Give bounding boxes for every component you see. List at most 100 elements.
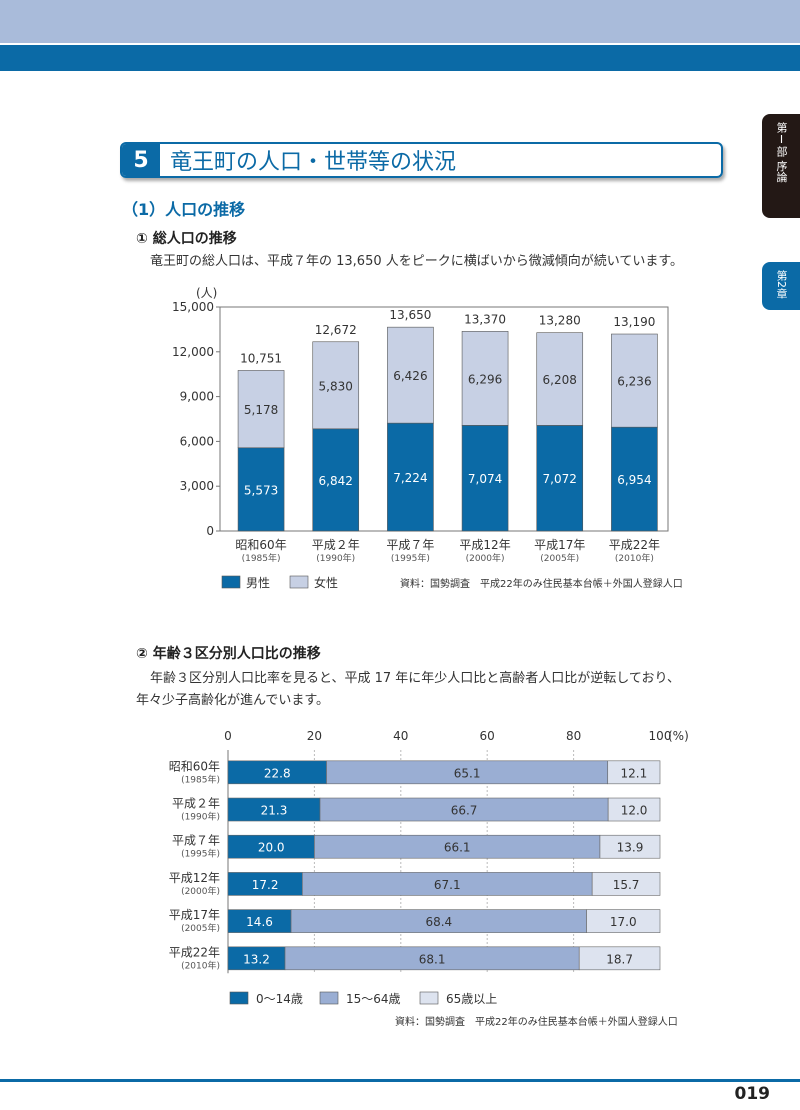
bar-label: 17.0	[610, 915, 637, 929]
page-number: 019	[734, 1084, 771, 1104]
bar-label: 7,074	[468, 472, 502, 486]
x-tick-label: 80	[566, 729, 581, 743]
bar-label: 12.1	[621, 766, 648, 780]
tab-chapter-2[interactable]: 第2章	[762, 262, 800, 310]
legend-swatch	[229, 991, 249, 1005]
x-category-label: 平成17年	[534, 538, 585, 552]
bar-label: 65.1	[454, 766, 481, 780]
y-tick-label: 15,000	[172, 300, 214, 314]
legend-label: 女性	[314, 575, 338, 590]
bar-label: 66.1	[444, 841, 471, 855]
y-tick-label: 0	[206, 524, 214, 538]
section-number: 5	[122, 144, 160, 176]
x-unit: (%)	[668, 729, 689, 743]
header-band	[0, 0, 800, 43]
bar-male	[536, 425, 584, 532]
source-note: 資料：国勢調査 平成22年のみ住民基本台帳＋外国人登録人口	[400, 577, 683, 590]
x-category-label: 昭和60年	[235, 538, 286, 552]
section-title-box: 5 竜王町の人口・世帯等の状況	[120, 142, 723, 178]
x-tick-label: 0	[224, 729, 232, 743]
bar-label: 6,954	[617, 473, 651, 487]
population-chart: (人) 0 3,000 6,000 9,000 12,000 15,000 5,573 5,17…	[172, 286, 683, 590]
y-axis-unit: (人)	[196, 286, 217, 300]
age-ratio-chart: 0 20 40 60 80 100(%) 22.8 65.1 12.1 昭和60年(1985年) 2…	[169, 729, 689, 1028]
bar-label: 20.0	[258, 841, 285, 855]
bar-label: 15.7	[613, 878, 640, 892]
bar-label: 12.0	[621, 804, 648, 818]
tab-chapter-label: 第2章	[775, 270, 788, 299]
x-subcategory-label: (2000年)	[466, 552, 505, 564]
bar-female	[536, 332, 584, 426]
bar-male	[237, 447, 285, 532]
y-subcategory-label: (2005年)	[181, 922, 220, 934]
legend-swatch	[319, 991, 339, 1005]
bar-label: 7,224	[393, 471, 427, 485]
x-tick-label: 40	[393, 729, 408, 743]
bar-label: 67.1	[434, 878, 461, 892]
bar-label: 5,573	[244, 483, 278, 497]
y-category-label: 平成22年	[169, 945, 220, 959]
x-category-label: 平成22年	[609, 538, 660, 552]
y-subcategory-label: (1990年)	[181, 811, 220, 823]
y-category-label: 平成17年	[169, 908, 220, 922]
y-category-label: 昭和60年	[169, 759, 220, 773]
bar-male	[461, 425, 509, 532]
total-label: 13,190	[613, 315, 655, 329]
bar-segment-2	[607, 797, 661, 822]
total-label: 13,370	[464, 312, 506, 326]
bar-female	[461, 331, 509, 426]
item1-text: 竜王町の総人口は、平成７年の 13,650 人をピークに横ばいから微減傾向が続い…	[150, 254, 684, 269]
y-tick-label: 6,000	[180, 434, 214, 448]
y-subcategory-label: (2000年)	[181, 885, 220, 897]
bar-label: 6,842	[319, 474, 353, 488]
y-category-label: 平成７年	[172, 834, 220, 848]
legend-swatch	[289, 575, 309, 589]
y-category-label: 平成２年	[172, 797, 220, 811]
y-subcategory-label: (2010年)	[181, 959, 220, 971]
x-subcategory-label: (1995年)	[391, 552, 430, 564]
tab-part-label: 第Ⅰ部 序論	[775, 122, 788, 183]
y-tick-label: 12,000	[172, 345, 214, 359]
bar-label: 6,296	[468, 372, 502, 386]
bar-male	[312, 428, 360, 532]
bar-segment-2	[586, 909, 661, 933]
bar-female	[611, 333, 658, 428]
y-subcategory-label: (1995年)	[181, 848, 220, 860]
bar-label: 6,426	[393, 369, 427, 383]
x-subcategory-label: (2010年)	[615, 552, 654, 564]
bar-segment-2	[599, 834, 661, 859]
bar-label: 6,236	[617, 375, 651, 389]
bar-label: 5,178	[244, 403, 278, 417]
section-title: 竜王町の人口・世帯等の状況	[170, 150, 457, 175]
source-note: 資料：国勢調査 平成22年のみ住民基本台帳＋外国人登録人口	[395, 1015, 678, 1028]
bar-label: 21.3	[261, 804, 288, 818]
bar-segment-2	[578, 946, 661, 971]
total-label: 13,650	[389, 308, 431, 322]
bar-label: 7,072	[543, 472, 577, 486]
bar-male	[387, 422, 434, 532]
item2-text-2: 年々少子高齢化が進んでいます。	[136, 693, 330, 708]
bar-segment-2	[607, 760, 661, 785]
bar-label: 13.2	[243, 952, 270, 966]
subsection-title: （1）人口の推移	[122, 200, 246, 219]
bar-male	[611, 426, 658, 532]
item2-heading: ② 年齢３区分別人口比の推移	[136, 646, 321, 662]
x-subcategory-label: (1990年)	[316, 552, 355, 564]
x-tick-label: 20	[307, 729, 322, 743]
y-tick-label: 9,000	[180, 390, 214, 404]
bar-label: 5,830	[319, 379, 353, 393]
y-category-label: 平成12年	[169, 871, 220, 885]
bar-segment-2	[591, 872, 661, 896]
legend-label: 男性	[246, 576, 270, 590]
header-divider	[0, 43, 800, 45]
x-category-label: 平成７年	[386, 538, 434, 552]
item2-text-1: 年齢３区分別人口比率を見ると、平成 17 年に年少人口比と高齢者人口比が逆転して…	[150, 671, 680, 686]
tab-part-1[interactable]: 第Ⅰ部 序論	[762, 114, 800, 218]
total-label: 12,672	[315, 323, 357, 337]
legend-label: 15〜64歳	[346, 992, 401, 1006]
bar-female	[387, 326, 434, 424]
plot-area	[219, 306, 669, 532]
total-label: 13,280	[539, 314, 581, 328]
legend-label: 0〜14歳	[256, 992, 303, 1006]
bar-label: 6,208	[543, 373, 577, 387]
